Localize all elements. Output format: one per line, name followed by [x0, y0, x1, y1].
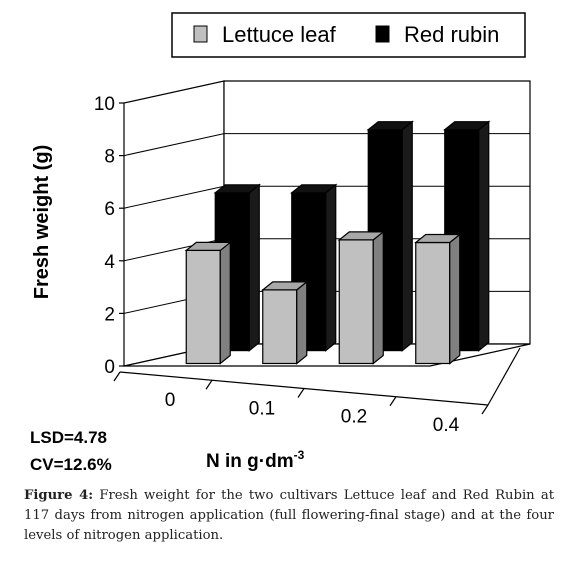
y-tick-label: 8	[104, 147, 115, 168]
x-tick-label: 0	[165, 390, 176, 411]
y-tick-label: 4	[104, 252, 115, 273]
gridline	[123, 133, 530, 157]
figure-caption: Figure 4: Fresh weight for the two culti…	[24, 486, 554, 546]
red-rubin-bar-side	[248, 183, 260, 352]
lettuce-leaf-bar-side	[296, 280, 308, 365]
x-tick-label: 0.2	[341, 407, 367, 428]
lettuce-leaf-bar	[261, 280, 309, 365]
legend-box	[171, 12, 526, 58]
red-rubin-bar-top	[290, 184, 338, 194]
lettuce-leaf-bar	[184, 241, 232, 365]
lettuce-leaf-bar-top	[337, 231, 385, 241]
fresh-weight-chart: 0 2 4 6 8 10 0 0.1 0.2 0.4 Lettuce leaf Red rubi…	[31, 12, 531, 472]
legend-swatch-lettuce-leaf	[193, 25, 208, 43]
x-tick-labels: 0 0.1 0.2 0.4	[165, 390, 460, 436]
red-rubin-bar-top	[213, 184, 261, 194]
x-tick-mark	[113, 371, 121, 382]
lettuce-leaf-bar-front	[185, 249, 221, 365]
lettuce-leaf-bar-top	[261, 281, 309, 291]
lettuce-leaf-bar	[414, 233, 462, 365]
lettuce-leaf-bar-side	[219, 241, 231, 365]
x-tick-label: 0.4	[433, 415, 460, 436]
x-tick-mark	[481, 404, 489, 415]
x-axis-depth-line	[487, 347, 521, 406]
lettuce-leaf-bar-top	[184, 241, 232, 252]
lettuce-leaf-bar-side	[449, 233, 461, 365]
lettuce-leaf-bar	[337, 230, 385, 365]
red-rubin-bar-side	[478, 120, 490, 352]
x-tick-mark	[389, 396, 397, 407]
figure-caption-label: Figure 4:	[24, 488, 94, 503]
y-tick-label: 6	[104, 199, 115, 220]
y-axis-title: Fresh weight (g)	[31, 145, 53, 299]
cv-label: CV=12.6%	[30, 455, 112, 474]
lsd-label: LSD=4.78	[30, 428, 108, 447]
red-rubin-bar-side	[325, 183, 337, 352]
y-axis: 0 2 4 6 8 10	[94, 94, 124, 378]
legend-label-red-rubin: Red rubin	[404, 22, 499, 47]
x-tick-mark	[297, 388, 305, 398]
x-axis-title: N in g·dm-3	[206, 448, 305, 472]
x-tick-mark	[205, 379, 213, 390]
lettuce-leaf-bars	[184, 230, 462, 365]
lettuce-leaf-bar-front	[338, 239, 374, 365]
red-rubin-bar-top	[366, 121, 414, 131]
chart-floor	[113, 343, 531, 415]
lettuce-leaf-bar-side	[372, 230, 384, 365]
x-tick-label: 0.1	[249, 398, 275, 419]
lettuce-leaf-bar-front	[415, 241, 451, 365]
legend: Lettuce leaf Red rubin	[171, 12, 526, 58]
y-tick-label: 10	[94, 94, 115, 115]
red-rubin-bar-side	[401, 120, 413, 352]
lettuce-leaf-bar-front	[262, 289, 298, 365]
y-tick-label: 2	[104, 304, 115, 325]
y-tick-label: 0	[104, 357, 115, 378]
lettuce-leaf-bar-top	[414, 233, 462, 244]
figure-caption-text: Fresh weight for the two cultivars Lettu…	[24, 488, 555, 543]
legend-label-lettuce-leaf: Lettuce leaf	[222, 22, 337, 47]
red-rubin-bar-top	[443, 121, 491, 131]
legend-swatch-red-rubin	[375, 25, 390, 43]
